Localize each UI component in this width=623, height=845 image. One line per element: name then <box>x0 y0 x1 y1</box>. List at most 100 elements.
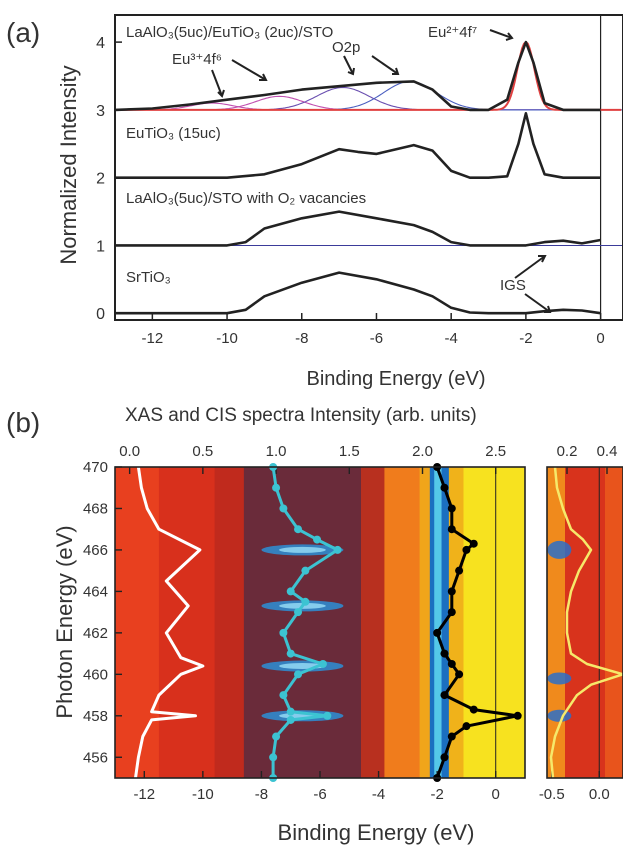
x-tick-label-a: -6 <box>370 330 383 347</box>
top-tick-label-c: 0.4 <box>597 443 618 460</box>
spectrum-line-2 <box>115 210 601 247</box>
arrow-igs-up <box>514 255 546 279</box>
inset-blob <box>547 540 572 559</box>
overlay-point <box>447 525 456 534</box>
overlay-point <box>455 670 464 679</box>
overlay-point <box>447 608 456 617</box>
y-tick-label-a: 2 <box>96 171 105 188</box>
overlay-point <box>294 608 303 617</box>
heat-band <box>419 467 431 778</box>
overlay-point <box>462 722 471 731</box>
y-tick-label-b: 460 <box>83 666 108 683</box>
x-tick-label-b: -4 <box>372 786 385 803</box>
overlay-line-0 <box>134 466 205 779</box>
y-tick-label-b: 466 <box>83 542 108 559</box>
annot-eu2: Eu²⁺4f⁷ <box>428 24 477 41</box>
inset-band <box>605 467 623 778</box>
y-tick-label-a: 1 <box>96 238 105 255</box>
x-tick-label-c: -0.5 <box>539 786 565 803</box>
overlay-point <box>440 753 449 762</box>
inset-blob <box>547 709 572 722</box>
panel-a-curves <box>115 40 623 315</box>
annot-igs: IGS <box>500 277 526 294</box>
y-tick-label-b: 462 <box>83 625 108 642</box>
overlay-point <box>447 659 456 668</box>
overlay-point <box>440 691 449 700</box>
heat-band <box>115 467 160 778</box>
annot-eu3: Eu³⁺4f⁶ <box>172 51 222 68</box>
spectrum-line-0 <box>115 40 601 112</box>
label-sto: SrTiO₃ <box>126 269 171 286</box>
arrow-o2p-right <box>371 55 399 75</box>
overlay-point <box>469 705 478 714</box>
panel-b-xlabel: Binding Energy (eV) <box>278 820 475 845</box>
annot-o2p: O2p <box>332 39 360 56</box>
x-tick-label-c: 0.0 <box>589 786 610 803</box>
x-tick-label-b: -6 <box>313 786 326 803</box>
arrow-eu3-left <box>211 69 223 97</box>
top-tick-label-b: 2.0 <box>412 443 433 460</box>
x-tick-label-b: -12 <box>133 786 155 803</box>
arrow-eu2 <box>489 29 513 39</box>
panel-a-ylabel: Normalized Intensity <box>56 65 81 264</box>
x-tick-label-b: -8 <box>255 786 268 803</box>
overlay-point <box>440 649 449 658</box>
overlay-point <box>294 670 303 679</box>
arrowhead-o2p-right <box>392 67 400 75</box>
panel-b-overlays <box>134 463 623 782</box>
x-tick-label-a: -4 <box>445 330 458 347</box>
overlay-point <box>447 587 456 596</box>
resonance-core <box>279 546 326 553</box>
panel-b-frame <box>114 466 526 779</box>
overlay-point <box>513 711 522 720</box>
panel-a-label: (a) <box>6 17 40 48</box>
heat-band <box>158 467 216 778</box>
fit-component <box>115 40 622 111</box>
panel-b-top-axis-label: XAS and CIS spectra Intensity (arb. unit… <box>125 405 477 426</box>
overlay-point <box>323 711 332 720</box>
panel-c-frame <box>546 466 623 779</box>
heatmap-main <box>115 467 525 778</box>
overlay-point <box>462 545 471 554</box>
inset-blob <box>547 672 572 685</box>
y-tick-label-b: 458 <box>83 708 108 725</box>
x-tick-label-b: -2 <box>430 786 443 803</box>
overlay-point <box>279 628 288 637</box>
y-tick-label-b: 470 <box>83 459 108 476</box>
arrowhead-igs-down <box>544 305 552 313</box>
heat-band <box>463 467 525 778</box>
overlay-point <box>333 545 342 554</box>
y-tick-label-a: 4 <box>96 35 105 52</box>
x-tick-label-a: -12 <box>142 330 164 347</box>
overlay-point <box>269 753 278 762</box>
panel-a-axes: -12 -10 -8 -6 -4 -2 0 0 1 2 3 4 <box>96 15 605 347</box>
overlay-point <box>286 707 295 716</box>
x-tick-label-a: -8 <box>295 330 308 347</box>
overlay-point <box>286 649 295 658</box>
panel-b-axes: -12 -10 -8 -6 -4 -2 0 456 458 460 462 464 466 468 470 0… <box>83 443 617 803</box>
top-tick-label-b: 0.0 <box>119 443 140 460</box>
top-tick-label-b: 1.5 <box>339 443 360 460</box>
x-tick-label-b: -10 <box>192 786 214 803</box>
overlay-point <box>272 732 281 741</box>
overlay-point <box>440 483 449 492</box>
heat-band <box>361 467 385 778</box>
spectrum-line-1 <box>115 112 601 179</box>
overlay-point <box>318 659 327 668</box>
heat-band <box>434 467 442 778</box>
overlay-point <box>313 535 322 544</box>
annotation-arrows <box>211 29 552 313</box>
arrowhead-igs-up <box>538 255 547 263</box>
arrowhead-eu3-left <box>217 89 225 98</box>
arrow-eu3-right <box>231 59 267 81</box>
overlay-point <box>286 587 295 596</box>
panel-a-xlabel: Binding Energy (eV) <box>307 368 486 390</box>
y-tick-label-b: 456 <box>83 749 108 766</box>
y-tick-label-b: 464 <box>83 583 108 600</box>
x-tick-label-a: 0 <box>596 330 604 347</box>
overlay-line-2 <box>435 466 520 779</box>
y-tick-label-a: 0 <box>96 306 105 323</box>
y-tick-label-a: 3 <box>96 103 105 120</box>
panel-b-label: (b) <box>6 407 40 438</box>
